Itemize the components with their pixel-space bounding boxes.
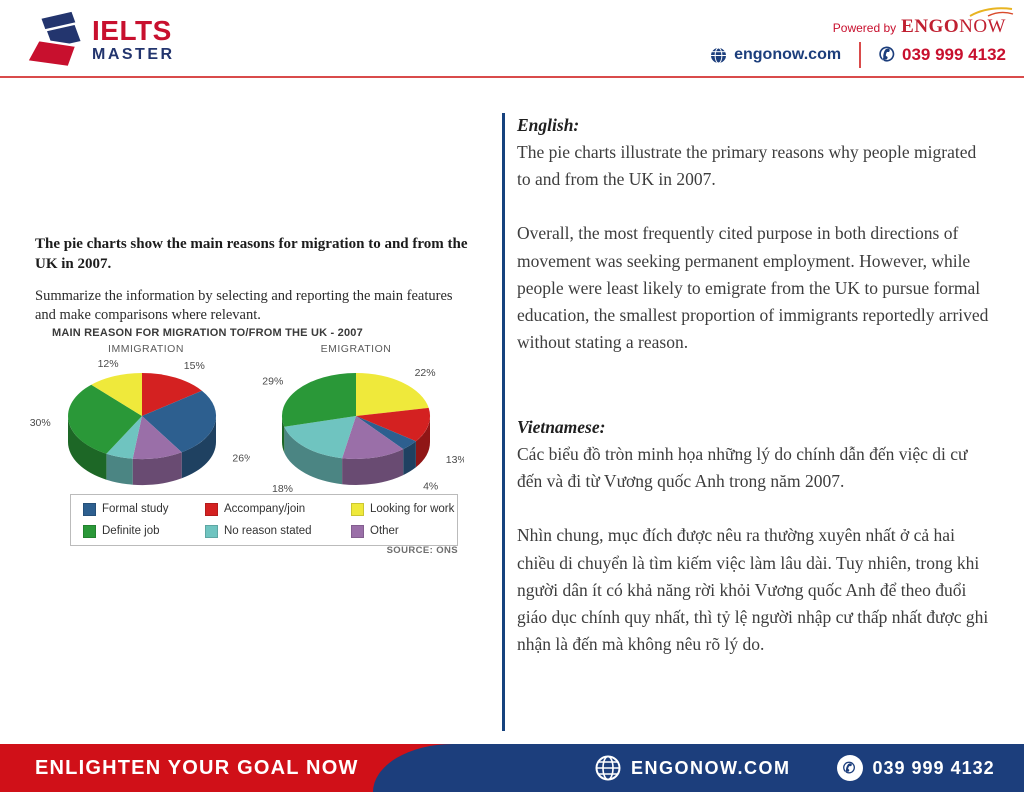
header-contact-row: engonow.com ✆ 039 999 4132 [710, 42, 1006, 68]
header: IELTS MASTER Powered by ENGONOW [0, 0, 1024, 78]
chart-legend: Formal study Accompany/join Looking for … [70, 494, 458, 546]
powered-by-label: Powered by [832, 21, 897, 35]
legend-label: No reason stated [224, 525, 312, 537]
svg-text:15%: 15% [184, 360, 205, 372]
phone-icon: ✆ [836, 755, 863, 781]
vietnamese-section: Vietnamese: Các biểu đồ tròn minh họa nh… [517, 414, 989, 658]
svg-text:22%: 22% [415, 367, 436, 379]
legend-item-accompany-join: Accompany/join [205, 502, 351, 516]
phone-text: 039 999 4132 [902, 45, 1006, 64]
legend-swatch-looking-for-work [351, 502, 364, 516]
legend-item-formal-study: Formal study [83, 502, 205, 516]
phone-icon: ✆ [877, 43, 897, 67]
website-link[interactable]: engonow.com [710, 46, 841, 64]
paragraph-gap [517, 193, 989, 220]
emigration-pie-chart: 22%13%4%14%18%29% [262, 367, 464, 508]
phone-link[interactable]: ✆ 039 999 4132 [877, 43, 1006, 67]
engonow-light: NOW [959, 16, 1006, 37]
legend-item-definite-job: Definite job [83, 524, 205, 538]
contact-divider [859, 42, 862, 68]
globe-icon [711, 47, 727, 63]
task-block: The pie charts show the main reasons for… [35, 234, 472, 326]
legend-label: Formal study [102, 503, 169, 515]
footer-phone-link[interactable]: ✆ 039 999 4132 [836, 755, 995, 781]
engonow-wordmark: ENGONOW [901, 7, 1014, 38]
svg-text:12%: 12% [98, 358, 119, 370]
legend-label: Accompany/join [224, 503, 306, 515]
task-prompt: The pie charts show the main reasons for… [35, 236, 468, 273]
svg-text:13%: 13% [446, 454, 464, 466]
svg-text:26%: 26% [232, 453, 250, 465]
legend-label: Looking for work [370, 503, 455, 515]
paragraph-gap [517, 495, 989, 522]
footer-website-text: ENGONOW.COM [631, 757, 791, 778]
svg-text:29%: 29% [262, 376, 283, 388]
footer-contacts: ENGONOW.COM ✆ 039 999 4132 [595, 744, 995, 792]
legend-label: Definite job [102, 525, 160, 537]
website-text: engonow.com [734, 46, 842, 63]
translation-panel: English: The pie charts illustrate the p… [517, 112, 989, 658]
vietnamese-label: Vietnamese: [517, 417, 606, 437]
ielts-master-logo: IELTS MASTER [26, 8, 256, 72]
logo-ielts: IELTS [92, 15, 172, 46]
legend-swatch-definite-job [83, 524, 96, 538]
svg-text:30%: 30% [30, 417, 51, 429]
logo-text: IELTS MASTER [92, 17, 175, 63]
immigration-subtitle: IMMIGRATION [108, 343, 184, 355]
footer-website-link[interactable]: ENGONOW.COM [595, 755, 791, 781]
english-section: English: The pie charts illustrate the p… [517, 112, 989, 356]
task-summary: Summarize the information by selecting a… [35, 287, 453, 324]
footer: ENLIGHTEN YOUR GOAL NOW ENGONOW.COM ✆ 03… [0, 744, 1024, 792]
legend-item-looking-for-work: Looking for work [351, 502, 471, 516]
legend-swatch-formal-study [83, 502, 96, 516]
swoosh-icon [969, 7, 1014, 17]
immigration-pie-chart: 15%26%11%6%30%12% [30, 358, 250, 509]
column-divider [502, 113, 505, 731]
engonow-bold: ENGO [901, 16, 960, 37]
english-paragraph-1: The pie charts illustrate the primary re… [517, 142, 977, 190]
legend-swatch-no-reason-stated [205, 524, 218, 538]
logo-master: MASTER [92, 46, 175, 63]
logo-book-icon [26, 11, 84, 69]
powered-by: Powered by ENGONOW [832, 7, 1014, 38]
legend-swatch-accompany-join [205, 502, 218, 516]
svg-text:4%: 4% [423, 480, 438, 492]
chart-title: MAIN REASON FOR MIGRATION TO/FROM THE UK… [52, 327, 363, 339]
footer-phone-text: 039 999 4132 [872, 757, 995, 778]
footer-blue-panel [373, 744, 1024, 792]
footer-slogan: ENLIGHTEN YOUR GOAL NOW [35, 756, 359, 779]
legend-item-no-reason-stated: No reason stated [205, 524, 351, 538]
english-label: English: [517, 115, 580, 135]
vietnamese-paragraph-1: Các biểu đồ tròn minh họa những lý do ch… [517, 444, 968, 492]
english-paragraph-2: Overall, the most frequently cited purpo… [517, 223, 989, 352]
legend-label: Other [370, 525, 399, 537]
vietnamese-paragraph-2: Nhìn chung, mục đích được nêu ra thường … [517, 525, 989, 654]
emigration-subtitle: EMIGRATION [320, 343, 392, 355]
globe-icon [595, 755, 621, 781]
chart-source: SOURCE: ONS [386, 545, 458, 556]
svg-text:18%: 18% [272, 483, 293, 495]
legend-swatch-other [351, 524, 364, 538]
legend-item-other: Other [351, 524, 471, 538]
